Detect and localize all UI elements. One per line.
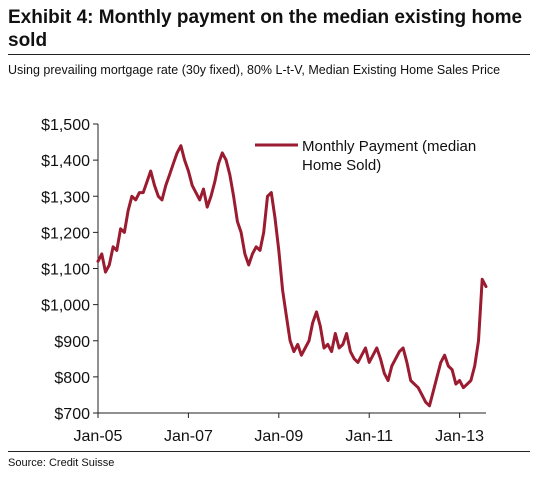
x-axis: Jan-05 Jan-07 Jan-09 Jan-11 Jan-13 xyxy=(74,412,486,445)
x-tick-label: Jan-13 xyxy=(435,428,484,445)
x-tick-label: Jan-09 xyxy=(254,428,303,445)
x-tick-label: Jan-05 xyxy=(74,428,123,445)
legend-label-line1: Monthly Payment (median xyxy=(302,138,476,155)
y-tick-label: $1,500 xyxy=(41,117,90,134)
chart-title: Exhibit 4: Monthly payment on the median… xyxy=(8,7,523,51)
x-tick-label: Jan-11 xyxy=(345,428,393,445)
legend: Monthly Payment (median Home Sold) xyxy=(255,138,476,174)
series-line-monthly-payment xyxy=(96,144,488,408)
y-tick-label: $1,200 xyxy=(41,225,90,242)
chart-subtitle: Using prevailing mortgage rate (30y fixe… xyxy=(8,63,501,77)
y-tick-label: $1,100 xyxy=(41,262,90,279)
x-tick-label: Jan-07 xyxy=(164,428,213,445)
y-tick-label: $1,000 xyxy=(41,298,90,315)
footer-rule xyxy=(8,451,530,452)
y-axis: $700 $800 $900 $1,000 $1,100 $1,200 $1,300 $1,4… xyxy=(41,117,99,423)
y-tick-label: $700 xyxy=(54,406,90,423)
header-rule xyxy=(8,54,530,55)
source-note: Source: Credit Suisse xyxy=(8,457,115,469)
y-tick-label: $900 xyxy=(54,334,90,351)
y-tick-label: $800 xyxy=(54,370,90,387)
y-tick-label: $1,400 xyxy=(41,153,90,170)
plot-area xyxy=(96,144,488,408)
legend-label-line2: Home Sold) xyxy=(302,157,381,174)
y-tick-label: $1,300 xyxy=(41,189,90,206)
